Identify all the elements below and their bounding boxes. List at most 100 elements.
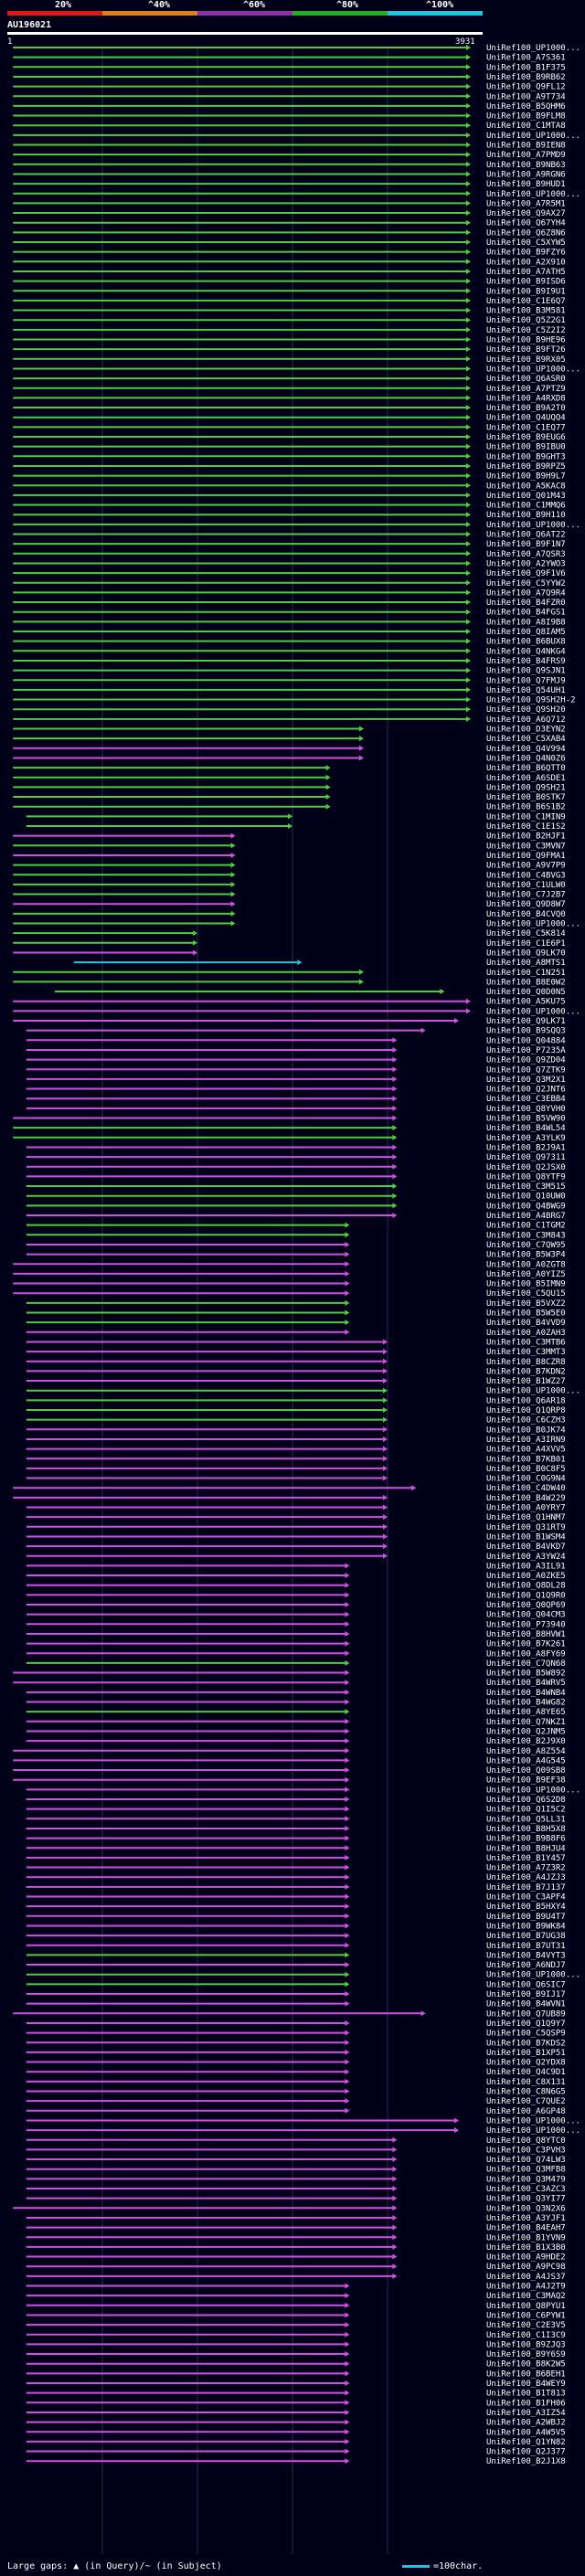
hit-label[interactable]: UniRef100_C1MTA8 [486,122,566,131]
hit-label[interactable]: UniRef100_C3MMT3 [486,1348,566,1357]
hit-label[interactable]: UniRef100_B9RB62 [486,73,566,82]
hit-row[interactable]: UniRef100_B6S1B2 [13,803,566,812]
hit-label[interactable]: UniRef100_A2WBJ2 [486,2419,566,2428]
hit-row[interactable]: UniRef100_B7K261 [26,1640,566,1649]
hit-row[interactable]: UniRef100_A3YW24 [26,1553,566,1562]
hit-label[interactable]: UniRef100_Q6AR18 [486,1396,566,1405]
hit-row[interactable]: UniRef100_C7QN68 [26,1659,566,1669]
hit-row[interactable]: UniRef100_Q31RT9 [26,1523,566,1532]
hit-row[interactable]: UniRef100_B4WL54 [13,1124,566,1133]
hit-row[interactable]: UniRef100_Q4BWG9 [26,1202,566,1211]
hit-row[interactable]: UniRef100_B5IMN9 [13,1280,566,1289]
hit-label[interactable]: UniRef100_UP1000... [486,1971,580,1980]
hit-row[interactable]: UniRef100_Q09SB8 [13,1766,566,1776]
hit-row[interactable]: UniRef100_C3MVN7 [13,842,566,851]
hit-label[interactable]: UniRef100_A3YLK9 [486,1134,566,1143]
hit-label[interactable]: UniRef100_Q4C9D1 [486,2068,566,2077]
hit-row[interactable]: UniRef100_B1X3B0 [26,2243,566,2253]
hit-label[interactable]: UniRef100_Q04884 [486,1036,566,1045]
hit-row[interactable]: UniRef100_Q9ZD04 [26,1056,566,1065]
hit-row[interactable]: UniRef100_C1E6Q7 [13,297,566,306]
hit-label[interactable]: UniRef100_A2YWO3 [486,559,566,568]
hit-row[interactable]: UniRef100_P7235A [26,1046,566,1055]
hit-row[interactable]: UniRef100_Q9F1V6 [13,569,566,578]
hit-row[interactable]: UniRef100_A4W5V5 [26,2428,566,2437]
hit-label[interactable]: UniRef100_A9PC98 [486,2263,566,2272]
hit-row[interactable]: UniRef100_B0STK7 [13,793,566,802]
hit-label[interactable]: UniRef100_Q6Z8N6 [486,228,566,238]
hit-row[interactable]: UniRef100_Q3M479 [26,2175,566,2184]
hit-row[interactable]: UniRef100_C5XAB4 [13,735,566,744]
hit-label[interactable]: UniRef100_B7K261 [486,1640,566,1649]
hit-label[interactable]: UniRef100_B4WEY9 [486,2380,566,2389]
hit-row[interactable]: UniRef100_C1E6P1 [13,939,566,949]
hit-label[interactable]: UniRef100_B9B8F6 [486,1835,566,1844]
hit-row[interactable]: UniRef100_B9SQQ3 [26,1027,566,1036]
hit-row[interactable]: UniRef100_Q9FL12 [13,83,566,92]
hit-row[interactable]: UniRef100_A9HDE2 [26,2253,566,2263]
hit-label[interactable]: UniRef100_A3IZ54 [486,2409,566,2418]
hit-label[interactable]: UniRef100_Q67YH4 [486,219,566,228]
hit-row[interactable]: UniRef100_B0C8F5 [26,1465,566,1474]
hit-row[interactable]: UniRef100_B9IEN8 [13,142,566,151]
hit-label[interactable]: UniRef100_B2J9A1 [486,1143,566,1152]
hit-row[interactable]: UniRef100_C5QSP9 [26,2030,566,2039]
hit-label[interactable]: UniRef100_Q5Z2G1 [486,316,566,325]
hit-label[interactable]: UniRef100_B4VYT3 [486,1951,566,1960]
hit-label[interactable]: UniRef100_B9H9L7 [486,472,566,482]
hit-row[interactable]: UniRef100_Q6Z8N6 [13,228,566,238]
hit-row[interactable]: UniRef100_UP1000... [26,2116,580,2125]
hit-row[interactable]: UniRef100_A9RGN6 [13,170,566,179]
hit-label[interactable]: UniRef100_B1T813 [486,2390,566,2399]
hit-row[interactable]: UniRef100_A0ZGT8 [13,1260,566,1269]
hit-row[interactable]: UniRef100_Q2JNM5 [26,1727,566,1736]
hit-label[interactable]: UniRef100_B9FT26 [486,345,566,355]
hit-row[interactable]: UniRef100_UP1000... [13,1007,580,1016]
hit-row[interactable]: UniRef100_Q8YTF9 [26,1172,566,1182]
hit-label[interactable]: UniRef100_B4VVD9 [486,1319,566,1328]
hit-row[interactable]: UniRef100_Q9LK71 [13,1017,566,1026]
hit-label[interactable]: UniRef100_A8Z554 [486,1747,566,1756]
hit-label[interactable]: UniRef100_B2J9X0 [486,1737,566,1746]
hit-row[interactable]: UniRef100_A7Q9R4 [13,588,566,598]
hit-row[interactable]: UniRef100_Q10UW0 [26,1193,566,1202]
hit-label[interactable]: UniRef100_B6QTT0 [486,764,566,773]
hit-row[interactable]: UniRef100_B9H110 [13,511,566,520]
hit-row[interactable]: UniRef100_B9ZJQ3 [26,2340,566,2349]
hit-row[interactable]: UniRef100_C3MMT3 [26,1348,566,1357]
hit-label[interactable]: UniRef100_C6PYW1 [486,2311,566,2320]
hit-row[interactable]: UniRef100_C5QU15 [13,1289,566,1299]
hit-row[interactable]: UniRef100_B8HVW1 [26,1630,566,1639]
hit-label[interactable]: UniRef100_Q9FL12 [486,83,566,92]
hit-label[interactable]: UniRef100_C3MAQ2 [486,2292,566,2301]
hit-row[interactable]: UniRef100_Q1QRP8 [26,1406,566,1415]
hit-label[interactable]: UniRef100_Q0D0N5 [486,988,566,997]
hit-label[interactable]: UniRef100_B4CVQ0 [486,910,566,919]
hit-row[interactable]: UniRef100_A4JZJ3 [26,1873,566,1882]
hit-label[interactable]: UniRef100_B9FLM8 [486,112,566,122]
hit-row[interactable]: UniRef100_B1F375 [13,63,566,72]
hit-row[interactable]: UniRef100_A7R5M1 [13,199,566,208]
hit-label[interactable]: UniRef100_B1F375 [486,63,566,72]
hit-row[interactable]: UniRef100_B9Y6S9 [26,2350,566,2359]
hit-label[interactable]: UniRef100_Q3M479 [486,2175,566,2184]
hit-row[interactable]: UniRef100_UP1000... [13,920,580,929]
hit-label[interactable]: UniRef100_B8K2W5 [486,2360,566,2369]
hit-row[interactable]: UniRef100_UP1000... [13,190,580,199]
hit-label[interactable]: UniRef100_C5XYW5 [486,239,566,248]
hit-label[interactable]: UniRef100_B4WVN1 [486,2000,566,2009]
hit-row[interactable]: UniRef100_B2HJF1 [13,832,566,842]
hit-row[interactable]: UniRef100_C1ULW0 [13,881,566,890]
hit-label[interactable]: UniRef100_B9H110 [486,511,566,520]
hit-label[interactable]: UniRef100_B9RPZ5 [486,462,566,472]
hit-label[interactable]: UniRef100_B9FZY6 [486,249,566,258]
hit-row[interactable]: UniRef100_B8E0W2 [13,978,566,987]
hit-row[interactable]: UniRef100_C1I3C9 [26,2331,566,2340]
hit-label[interactable]: UniRef100_Q9F1V6 [486,569,566,578]
hit-row[interactable]: UniRef100_Q4UQQ4 [13,414,566,423]
hit-row[interactable]: UniRef100_Q8YVH0 [26,1105,566,1114]
hit-label[interactable]: UniRef100_B4FGS1 [486,609,566,618]
hit-row[interactable]: UniRef100_B7KB01 [26,1455,566,1464]
hit-row[interactable]: UniRef100_C5Z2I2 [13,326,566,335]
hit-row[interactable]: UniRef100_A3IL91 [26,1562,566,1571]
